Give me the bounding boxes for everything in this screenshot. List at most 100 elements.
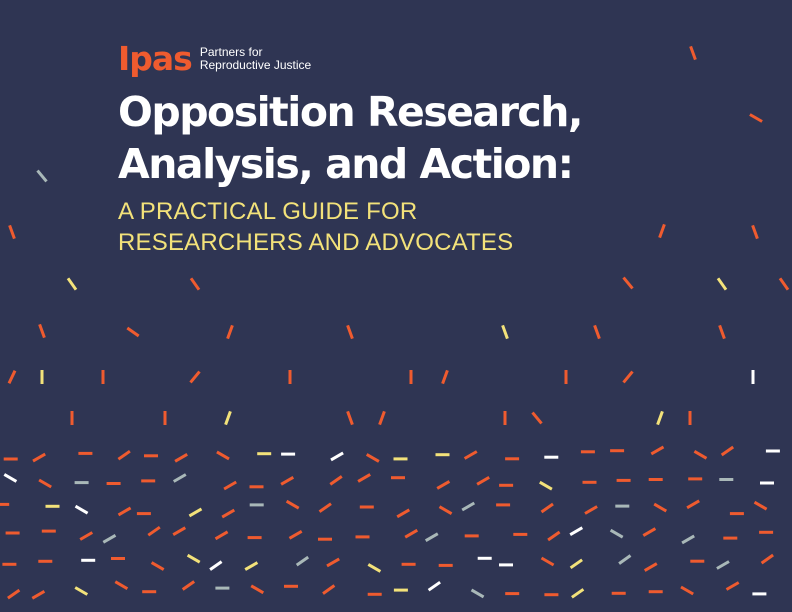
confetti-dash: [642, 527, 657, 537]
confetti-dash: [716, 277, 728, 291]
confetti-dash: [571, 588, 585, 599]
confetti-dash: [189, 277, 201, 291]
confetti-dash: [476, 476, 490, 486]
confetti-dash: [778, 277, 790, 291]
confetti-dash: [209, 560, 223, 571]
confetti-dash: [7, 588, 21, 600]
confetti-dash: [346, 410, 354, 426]
confetti-dash: [396, 508, 411, 519]
confetti-dash: [716, 560, 730, 570]
confetti-dash: [172, 526, 187, 536]
confetti-dash: [656, 410, 664, 426]
confetti-dash: [569, 558, 583, 570]
confetti-dash: [285, 499, 300, 510]
subtitle-line-2: RESEARCHERS AND ADVOCATES: [118, 229, 514, 256]
confetti-dash: [174, 453, 188, 463]
confetti-dash: [181, 580, 196, 591]
page-subtitle: A PRACTICAL GUIDE FOR RESEARCHERS AND AD…: [118, 196, 513, 258]
confetti-dash: [214, 530, 229, 541]
confetti-dash: [295, 555, 310, 567]
confetti-dash: [622, 276, 634, 290]
logo-tagline: Partners for Reproductive Justice: [199, 44, 311, 72]
confetti-dash: [318, 502, 332, 513]
confetti-dash: [189, 370, 201, 384]
confetti-dash: [226, 324, 234, 340]
confetti-dash: [365, 453, 380, 463]
confetti-dash: [7, 370, 17, 384]
confetti-dash: [424, 532, 439, 542]
confetti-dash: [658, 223, 666, 239]
confetti-dash: [126, 326, 140, 338]
ipas-logo: Ipas Partners for Reproductive Justice: [118, 42, 311, 75]
confetti-dash: [38, 478, 52, 489]
confetti-dash: [224, 410, 232, 426]
confetti-dash: [250, 584, 265, 595]
confetti-dash: [172, 473, 187, 483]
confetti-dash: [288, 529, 303, 540]
confetti-dash: [367, 563, 382, 573]
confetti-dash: [686, 499, 700, 510]
confetti-dash: [357, 473, 371, 483]
confetti-dash: [102, 533, 117, 544]
tagline-line-1: Partners for: [199, 44, 263, 59]
confetti-dash: [117, 449, 131, 461]
confetti-dash: [470, 588, 485, 599]
confetti-dash: [749, 113, 763, 123]
confetti-dash: [501, 324, 509, 340]
confetti-dash: [681, 534, 695, 545]
confetti-dash: [74, 586, 89, 596]
confetti-dash: [622, 370, 634, 384]
confetti-dash: [753, 500, 768, 511]
confetti-dash: [8, 224, 16, 240]
confetti-dash: [280, 475, 295, 486]
confetti-dash: [441, 369, 449, 385]
confetti-dash: [66, 277, 78, 291]
confetti-dash: [31, 590, 46, 600]
confetti-dash: [693, 450, 708, 460]
confetti-dash: [32, 452, 46, 463]
confetti-dash: [322, 584, 336, 595]
confetti-dash: [653, 502, 668, 513]
confetti-dash: [378, 410, 386, 426]
confetti-dash: [244, 561, 259, 571]
confetti-dash: [436, 480, 451, 490]
confetti-dash: [223, 480, 237, 491]
confetti-dash: [346, 324, 354, 340]
confetti-dash: [463, 450, 478, 460]
confetti-dash: [186, 553, 201, 564]
confetti-dash: [329, 475, 343, 486]
page-title: Opposition Research, Analysis, and Actio…: [118, 86, 584, 190]
confetti-dash: [3, 473, 18, 483]
confetti-dash: [540, 502, 554, 514]
confetti-dash: [74, 504, 89, 515]
confetti-dash: [584, 505, 598, 515]
confetti-dash: [216, 450, 230, 461]
confetti-dash: [650, 445, 665, 456]
confetti-dash: [751, 224, 759, 240]
confetti-dash: [618, 554, 632, 565]
confetti-dash: [326, 557, 340, 568]
title-line-1: Opposition Research,: [118, 88, 584, 136]
subtitle-line-1: A PRACTICAL GUIDE FOR: [118, 198, 418, 225]
confetti-dash: [760, 553, 774, 565]
confetti-dash: [531, 411, 543, 425]
confetti-dash: [427, 580, 441, 592]
confetti-dash: [720, 445, 735, 457]
confetti-dash: [718, 324, 726, 340]
logo-wordmark: Ipas: [118, 39, 193, 78]
confetti-dash: [114, 580, 129, 590]
confetti-dash: [221, 508, 236, 519]
confetti-dash: [79, 531, 94, 541]
confetti-dash: [438, 505, 453, 515]
confetti-dash: [725, 581, 740, 591]
confetti-dash: [36, 169, 48, 183]
confetti-dash: [539, 480, 553, 491]
confetti-dash: [147, 525, 161, 537]
confetti-dash: [188, 507, 203, 518]
confetti-dash: [680, 585, 694, 596]
confetti-dash: [461, 501, 476, 512]
title-line-2: Analysis, and Action:: [118, 140, 574, 188]
confetti-dash: [150, 561, 165, 571]
confetti-dash: [593, 324, 601, 340]
